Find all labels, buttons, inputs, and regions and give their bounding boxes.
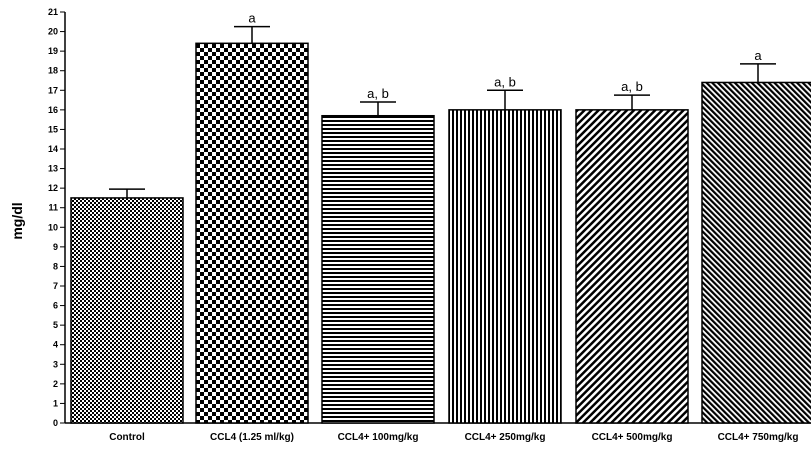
y-axis-label: mg/dl: [9, 202, 25, 239]
significance-label: a, b: [621, 79, 643, 94]
y-tick-label: 10: [48, 222, 58, 232]
y-tick-label: 9: [53, 242, 58, 252]
bar: [70, 197, 184, 424]
y-tick-label: 6: [53, 301, 58, 311]
x-tick-label: CCL4 (1.25 ml/kg): [210, 432, 294, 443]
y-tick-label: 2: [53, 379, 58, 389]
x-tick-labels: Control CCL4 (1.25 ml/kg) CCL4+ 100mg/kg CC…: [109, 432, 798, 443]
y-tick-label: 3: [53, 359, 58, 369]
y-tick-label: 11: [48, 203, 58, 213]
y-tick-label: 21: [48, 7, 58, 17]
x-tick-label: Control: [109, 432, 145, 443]
y-tick-label: 19: [48, 46, 58, 56]
bar: [575, 109, 689, 424]
y-tick-label: 4: [53, 340, 58, 350]
y-tick-label: 15: [48, 124, 58, 134]
y-tick-label: 7: [53, 281, 58, 291]
significance-label: a, b: [367, 86, 389, 101]
x-tick-label: CCL4+ 750mg/kg: [718, 432, 799, 443]
significance-label: a: [754, 48, 762, 63]
significance-label: a, b: [494, 74, 516, 89]
y-tick-label: 12: [48, 183, 58, 193]
y-tick-label: 5: [53, 320, 58, 330]
y-tick-label: 17: [48, 85, 58, 95]
y-tick-label: 13: [48, 164, 58, 174]
bars-group: a a, b a, b a, b a: [70, 11, 811, 424]
significance-label: a: [248, 11, 256, 26]
y-tick-label: 0: [53, 418, 58, 428]
y-tick-label: 1: [53, 398, 58, 408]
y-tick-label: 14: [48, 144, 58, 154]
x-tick-label: CCL4+ 500mg/kg: [592, 432, 673, 443]
y-tick-label: 18: [48, 66, 58, 76]
bar: [448, 109, 562, 424]
x-tick-label: CCL4+ 100mg/kg: [338, 432, 419, 443]
bar: [321, 114, 435, 424]
x-tick-label: CCL4+ 250mg/kg: [465, 432, 546, 443]
bar: [195, 42, 309, 424]
y-tick-label: 20: [48, 27, 58, 37]
bar: [701, 81, 811, 424]
y-tick-label: 16: [48, 105, 58, 115]
y-tick-label: 8: [53, 261, 58, 271]
